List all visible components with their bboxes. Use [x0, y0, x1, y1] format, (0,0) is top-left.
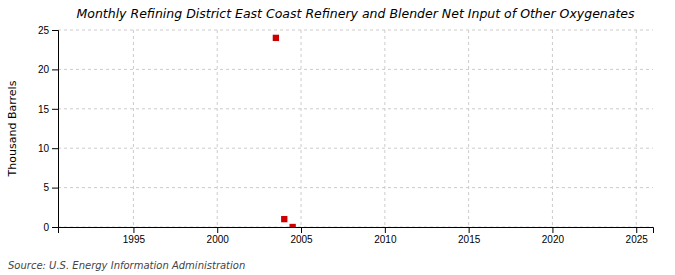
chart: 19952000200520102015202020250510152025Mo…: [0, 0, 675, 275]
grid-line: [636, 30, 637, 227]
tick-mark: [52, 69, 58, 70]
grid-line: [58, 30, 653, 31]
tick: 2015: [458, 227, 481, 245]
tick-label: 10: [38, 143, 50, 154]
grid-line: [58, 187, 653, 188]
tick-label: 15: [38, 104, 50, 115]
axis-line: [52, 31, 59, 228]
source-note: Source: U.S. Energy Information Administ…: [8, 260, 245, 271]
grid-line: [301, 30, 302, 227]
tick-label: 2010: [374, 234, 397, 245]
grid-line: [552, 30, 553, 227]
tick: 25: [38, 25, 58, 36]
grid-line: [58, 148, 653, 149]
grid-line: [468, 30, 469, 227]
tick-label: 5: [43, 182, 49, 193]
grid-line: [58, 108, 653, 109]
y-axis: 0 5 10 15 20 25: [38, 25, 59, 233]
grid-line: [133, 30, 134, 227]
tick: 2000: [207, 227, 230, 245]
tick-label: 2025: [626, 234, 649, 245]
tick-mark: [52, 30, 58, 31]
tick: 15: [38, 104, 58, 115]
tick-label: 2005: [290, 234, 313, 245]
tick-label: 1995: [123, 234, 146, 245]
point: [273, 35, 279, 41]
tick-mark: [217, 227, 218, 233]
tick: 5: [43, 182, 58, 193]
tick-mark: [636, 227, 637, 233]
grid: [58, 30, 653, 227]
tick: 2020: [542, 227, 565, 245]
tick-mark: [133, 227, 134, 233]
plot-area: 19952000200520102015202020250510152025: [38, 25, 654, 245]
tick-mark: [52, 109, 58, 110]
tick-mark: [385, 227, 386, 233]
tick-mark: [52, 227, 58, 228]
tick: 2025: [626, 227, 649, 245]
x-axis: 1995 2000 2005 2010 2015 2020 2025: [59, 227, 654, 245]
point: [281, 216, 287, 222]
title: Monthly Refining District East Coast Ref…: [76, 6, 635, 21]
y-label: Thousand Barrels: [6, 80, 19, 177]
tick: 2010: [374, 227, 397, 245]
tick-label: 2020: [542, 234, 565, 245]
point: [289, 224, 295, 227]
tick-label: 25: [38, 25, 50, 36]
tick-label: 0: [43, 222, 49, 233]
tick: 20: [38, 64, 58, 75]
tick-label: 2015: [458, 234, 481, 245]
tick: 0: [43, 222, 58, 233]
grid-line: [217, 30, 218, 227]
grid-line: [384, 30, 385, 227]
tick-mark: [52, 148, 58, 149]
grid-line: [58, 69, 653, 70]
tick-mark: [469, 227, 470, 233]
tick: 2005: [290, 227, 313, 245]
tick-mark: [52, 188, 58, 189]
tick-label: 2000: [207, 234, 230, 245]
axis-line: [59, 228, 654, 234]
tick-label: 20: [38, 64, 50, 75]
points: [273, 35, 296, 227]
tick-mark: [552, 227, 553, 233]
tick: 10: [38, 143, 58, 154]
tick-mark: [301, 227, 302, 233]
tick: 1995: [123, 227, 146, 245]
